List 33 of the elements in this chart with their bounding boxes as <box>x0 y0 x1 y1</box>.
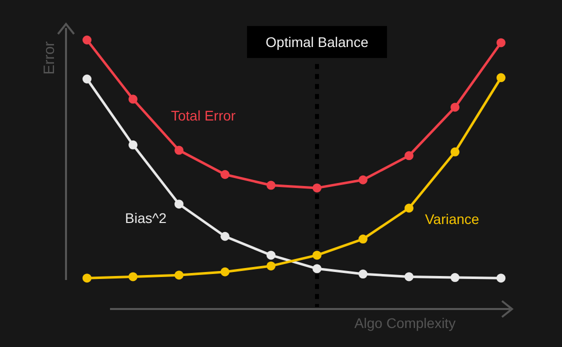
point <box>220 267 230 276</box>
point <box>82 274 92 283</box>
point <box>82 36 92 44</box>
point <box>496 274 506 283</box>
point <box>450 273 460 282</box>
x-axis-title: Algo Complexity <box>354 315 456 331</box>
series-label: Variance <box>425 211 480 228</box>
point <box>220 232 230 241</box>
y-axis-title: Error <box>41 41 58 75</box>
point <box>220 170 230 179</box>
point <box>496 38 506 48</box>
point <box>404 151 414 160</box>
point <box>358 270 368 279</box>
point <box>174 200 184 209</box>
point <box>450 147 460 156</box>
series-label: Bias^2 <box>125 210 167 226</box>
point <box>128 272 138 282</box>
series-label: Total Error <box>171 107 236 124</box>
point <box>82 74 92 84</box>
point <box>496 73 506 82</box>
point <box>174 270 184 280</box>
point <box>404 272 414 282</box>
point <box>128 94 138 104</box>
point <box>358 234 368 244</box>
point <box>266 250 276 260</box>
point <box>404 204 414 213</box>
point <box>266 261 276 270</box>
point <box>266 180 276 190</box>
point <box>450 102 460 112</box>
point <box>128 140 138 150</box>
point <box>358 175 368 184</box>
annotation: Optimal Balance <box>266 34 369 50</box>
point <box>174 146 184 155</box>
